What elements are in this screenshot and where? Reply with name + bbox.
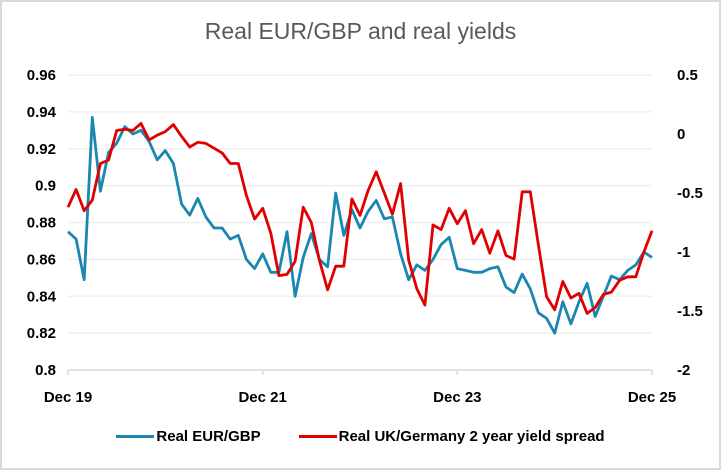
y-right-tick-label: 0.5 xyxy=(677,67,698,84)
legend-label-yield-spread: Real UK/Germany 2 year yield spread xyxy=(338,428,605,445)
y-right-tick-label: -1 xyxy=(677,244,690,261)
y-right-tick-label: -2 xyxy=(677,362,690,379)
y-left-tick-label: 0.96 xyxy=(27,67,56,84)
y-left-tick-label: 0.92 xyxy=(27,141,56,158)
y-left-tick-label: 0.82 xyxy=(27,325,56,342)
chart-title: Real EUR/GBP and real yields xyxy=(204,18,517,44)
legend-swatch-eurgbp xyxy=(116,435,155,438)
y-axis-left: 0.8 0.82 0.84 0.86 0.88 0.9 0.92 0.94 0.96 xyxy=(27,67,57,379)
y-left-tick-label: 0.8 xyxy=(35,362,56,379)
x-tick-label: Dec 21 xyxy=(238,389,286,406)
legend-swatch-yield-spread xyxy=(298,435,337,438)
y-left-tick-label: 0.9 xyxy=(35,178,56,195)
y-left-tick-label: 0.94 xyxy=(27,104,57,121)
x-tick-label: Dec 19 xyxy=(44,389,92,406)
y-right-tick-label: 0 xyxy=(677,126,685,143)
y-left-tick-label: 0.88 xyxy=(27,215,56,232)
series-line-eurgbp xyxy=(67,116,653,335)
legend-item-eurgbp[interactable]: Real EUR/GBP xyxy=(116,428,261,445)
x-axis-labels: Dec 19 Dec 21 Dec 23 Dec 25 xyxy=(44,389,676,406)
x-axis xyxy=(67,369,653,375)
series-line-yield-spread xyxy=(66,122,654,315)
gridlines xyxy=(68,74,652,334)
y-axis-right: -2 -1.5 -1 -0.5 0 0.5 xyxy=(677,67,703,379)
legend-item-yield-spread[interactable]: Real UK/Germany 2 year yield spread xyxy=(298,428,605,445)
legend: Real EUR/GBP Real UK/Germany 2 year yiel… xyxy=(0,428,721,445)
series-lines xyxy=(66,116,654,335)
y-left-tick-label: 0.84 xyxy=(27,288,57,305)
legend-label-eurgbp: Real EUR/GBP xyxy=(156,428,261,445)
y-right-tick-label: -1.5 xyxy=(677,303,703,320)
y-right-tick-label: -0.5 xyxy=(677,185,703,202)
x-tick-label: Dec 25 xyxy=(628,389,676,406)
x-tick-label: Dec 23 xyxy=(433,389,481,406)
y-left-tick-label: 0.86 xyxy=(27,251,56,268)
